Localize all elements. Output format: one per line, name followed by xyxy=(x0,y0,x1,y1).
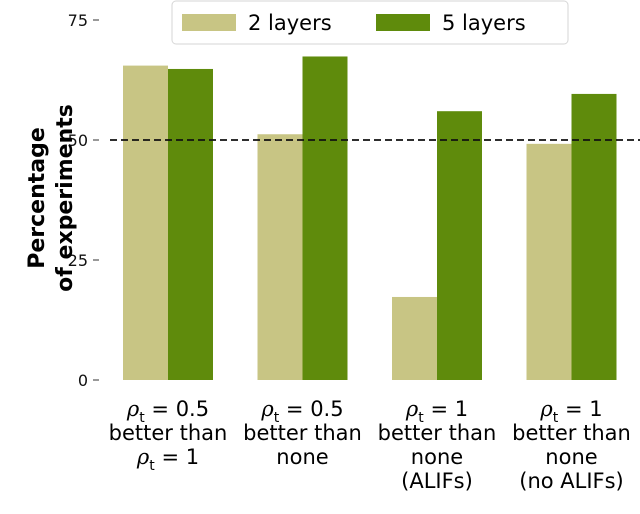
legend-label-two-layers: 2 layers xyxy=(248,11,332,35)
category-label-line: better than xyxy=(378,421,497,445)
category-label-line: none xyxy=(411,445,463,469)
category-label-line: better than xyxy=(109,421,228,445)
category-label-line: ρt = 1 xyxy=(405,397,468,426)
bar-two-layers-cat-2 xyxy=(257,134,303,380)
category-label-line: none xyxy=(545,445,597,469)
category-label-line: ρt = 0.5 xyxy=(260,397,343,426)
legend: 2 layers 5 layers xyxy=(171,0,569,45)
legend-swatch-five-layers xyxy=(376,14,430,31)
category-label-line: better than xyxy=(512,421,631,445)
category-label-line: (no ALIFs) xyxy=(519,469,624,493)
category-label-line: (ALIFs) xyxy=(401,469,473,493)
category-label-line: better than xyxy=(243,421,362,445)
legend-swatch-two-layers xyxy=(182,14,236,31)
bar-two-layers-cat-3 xyxy=(392,296,437,380)
y-tick-label: 0 xyxy=(78,371,88,390)
bar-five-layers-cat-3 xyxy=(437,111,482,380)
bar-five-layers-cat-1 xyxy=(168,68,213,381)
y-axis-label: Percentage of experiments xyxy=(25,104,78,292)
y-axis: 0 25 50 75 xyxy=(68,11,99,390)
bar-five-layers-cat-2 xyxy=(302,56,348,380)
category-label-line: ρt = 1 xyxy=(539,397,602,426)
y-tick-label: 75 xyxy=(68,11,88,30)
y-tick-label: 50 xyxy=(68,131,88,150)
category-label-line: ρt = 1 xyxy=(136,445,199,474)
bars-layer xyxy=(123,56,617,381)
category-label-line: none xyxy=(276,445,328,469)
legend-box xyxy=(171,0,569,45)
bar-two-layers-cat-1 xyxy=(123,65,168,380)
category-label-line: ρt = 0.5 xyxy=(126,397,209,426)
bar-five-layers-cat-4 xyxy=(571,93,617,381)
y-tick-label: 25 xyxy=(68,251,88,270)
bar-two-layers-cat-4 xyxy=(526,143,572,380)
legend-label-five-layers: 5 layers xyxy=(442,11,526,35)
